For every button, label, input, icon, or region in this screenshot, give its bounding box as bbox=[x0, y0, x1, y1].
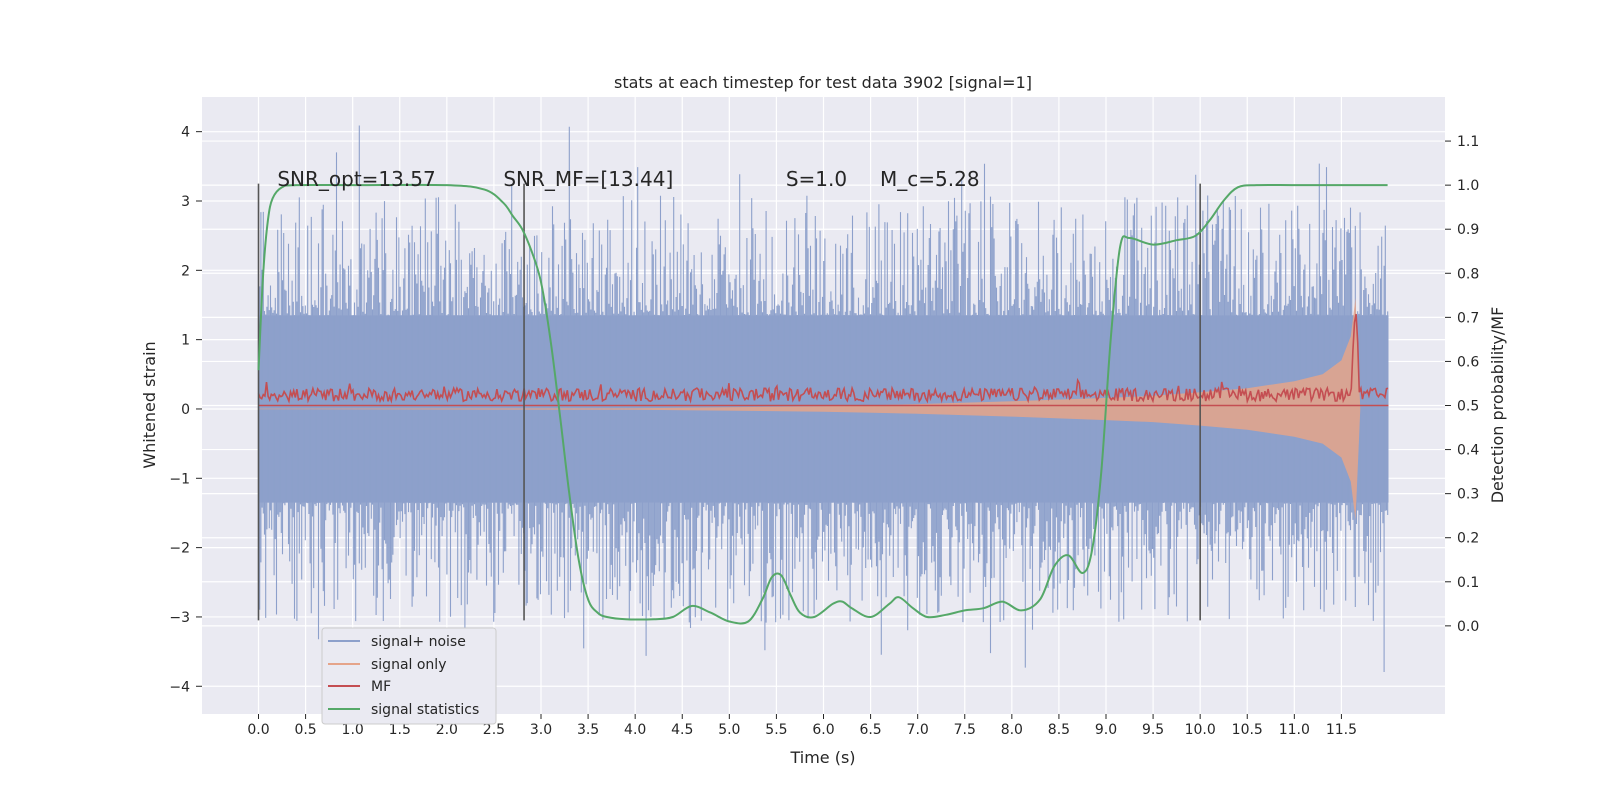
y-axis-right: 0.0 0.1 0.2 0.3 0.4 0.5 0.6 0.7 0.8 0.9 1.0 1.1 bbox=[1445, 134, 1479, 635]
y-left-tick-label: 0 bbox=[181, 402, 190, 418]
x-tick-label: 3.0 bbox=[530, 722, 552, 738]
y-right-tick-label: 1.0 bbox=[1457, 178, 1479, 194]
y-axis-left-label: Whitened strain bbox=[140, 341, 159, 468]
y-right-tick-label: 0.3 bbox=[1457, 487, 1479, 503]
x-axis-label: Time (s) bbox=[789, 748, 855, 767]
x-tick-label: 10.5 bbox=[1232, 722, 1263, 738]
annotation-text: SNR_opt=13.57 bbox=[277, 167, 435, 191]
y-right-tick-label: 0.9 bbox=[1457, 222, 1479, 238]
y-right-tick-label: 0.0 bbox=[1457, 619, 1479, 635]
x-tick-label: 1.0 bbox=[342, 722, 364, 738]
x-tick-label: 4.5 bbox=[671, 722, 693, 738]
x-tick-label: 8.0 bbox=[1001, 722, 1023, 738]
y-left-tick-label: −4 bbox=[169, 679, 190, 695]
series-signal-statistics bbox=[257, 183, 1388, 625]
x-tick-label: 5.5 bbox=[765, 722, 787, 738]
legend-label-mf: MF bbox=[371, 679, 391, 695]
x-tick-label: 7.0 bbox=[907, 722, 929, 738]
x-tick-label: 0.5 bbox=[294, 722, 316, 738]
chart-title: stats at each timestep for test data 390… bbox=[614, 73, 1032, 92]
x-tick-label: 4.0 bbox=[624, 722, 646, 738]
annotations: SNR_opt=13.57 SNR_MF=[13.44] S=1.0 M_c=5.28 bbox=[277, 167, 979, 191]
y-axis-right-label: Detection probability/MF bbox=[1488, 307, 1507, 504]
legend-box bbox=[321, 627, 497, 725]
y-left-tick-label: 3 bbox=[181, 194, 190, 210]
signal-only-envelope bbox=[258, 298, 1361, 520]
y-right-tick-label: 0.1 bbox=[1457, 575, 1479, 591]
y-left-tick-label: 2 bbox=[181, 263, 190, 279]
signal-statistics-trace bbox=[257, 183, 1388, 625]
legend-label-signal-noise: signal+ noise bbox=[371, 634, 466, 650]
annotation-text: SNR_MF=[13.44] bbox=[503, 167, 673, 191]
plot-content bbox=[257, 125, 1389, 672]
x-axis: 0.0 0.5 1.0 1.5 2.0 2.5 3.0 3.5 4.0 4.5 5.0 5.5 6.0 6… bbox=[247, 714, 1357, 738]
legend: signal+ noise signal only MF signal stat… bbox=[321, 627, 497, 725]
x-tick-label: 7.5 bbox=[954, 722, 976, 738]
x-tick-label: 9.0 bbox=[1095, 722, 1117, 738]
y-right-tick-label: 0.6 bbox=[1457, 354, 1479, 370]
annotation-text: M_c=5.28 bbox=[880, 167, 980, 191]
y-left-tick-label: −1 bbox=[169, 471, 190, 487]
x-tick-label: 6.0 bbox=[812, 722, 834, 738]
x-tick-label: 9.5 bbox=[1142, 722, 1164, 738]
x-tick-label: 1.5 bbox=[389, 722, 411, 738]
y-left-tick-label: 1 bbox=[181, 333, 190, 349]
x-tick-label: 6.5 bbox=[859, 722, 881, 738]
y-right-tick-label: 0.8 bbox=[1457, 266, 1479, 282]
y-right-tick-label: 1.1 bbox=[1457, 134, 1479, 150]
legend-label-signal-statistics: signal statistics bbox=[371, 702, 479, 718]
annotation-text: S=1.0 bbox=[786, 167, 847, 191]
x-tick-label: 3.5 bbox=[577, 722, 599, 738]
legend-label-signal-only: signal only bbox=[371, 657, 446, 673]
x-tick-label: 11.0 bbox=[1279, 722, 1310, 738]
y-right-tick-label: 0.4 bbox=[1457, 443, 1479, 459]
series-signal-only bbox=[258, 298, 1361, 520]
x-tick-label: 11.5 bbox=[1326, 722, 1357, 738]
vertical-markers bbox=[257, 183, 1201, 621]
x-tick-label: 5.0 bbox=[718, 722, 740, 738]
x-tick-label: 10.0 bbox=[1185, 722, 1216, 738]
y-right-tick-label: 0.7 bbox=[1457, 310, 1479, 326]
x-tick-label: 8.5 bbox=[1048, 722, 1070, 738]
y-left-tick-label: −2 bbox=[169, 541, 190, 557]
y-axis-left: −4 −3 −2 −1 0 1 2 3 4 bbox=[169, 125, 202, 695]
x-tick-label: 0.0 bbox=[247, 722, 269, 738]
x-tick-label: 2.0 bbox=[436, 722, 458, 738]
y-right-tick-label: 0.5 bbox=[1457, 399, 1479, 415]
y-right-tick-label: 0.2 bbox=[1457, 531, 1479, 547]
y-left-tick-label: −3 bbox=[169, 610, 190, 626]
x-tick-label: 2.5 bbox=[483, 722, 505, 738]
y-left-tick-label: 4 bbox=[181, 125, 190, 141]
